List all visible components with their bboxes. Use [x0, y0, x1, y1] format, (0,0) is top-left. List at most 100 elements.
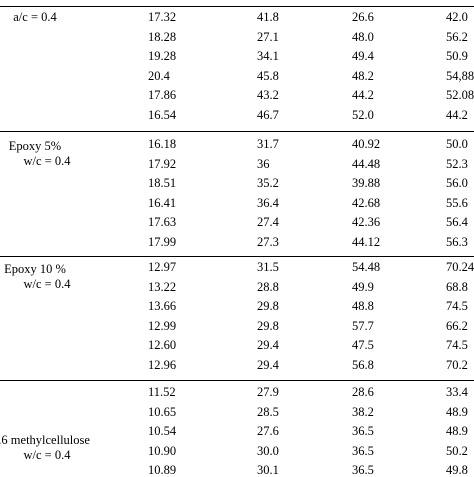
- table-cell: 16.54: [148, 107, 177, 122]
- table-cell: 10.54: [148, 424, 177, 438]
- table-cell: 50.9: [446, 49, 468, 63]
- table-cell: 48.8: [352, 299, 374, 313]
- table-cell: 12.60: [148, 338, 177, 352]
- table-cell: 17.92: [148, 156, 177, 171]
- table-cell: 17.32: [148, 10, 177, 24]
- table-cell: 40.92: [352, 137, 381, 151]
- table-cell: 28.5: [257, 404, 279, 419]
- table-cell: 74.5: [446, 338, 468, 352]
- table-cell: 52.08: [446, 88, 474, 102]
- group-separator-rule: [0, 380, 474, 381]
- table-cell: 12.96: [148, 357, 177, 372]
- table-cell: 34.1: [257, 49, 279, 63]
- table-cell: 29.8: [257, 318, 279, 333]
- table-cell: 27.9: [257, 385, 279, 399]
- table-cell: 74.5: [446, 299, 468, 313]
- table-cell: 56.4: [446, 215, 468, 229]
- table-cell: 27.3: [257, 234, 279, 249]
- table-cell: 11.52: [148, 385, 176, 399]
- group-label-line: a/c = 0.4: [13, 10, 57, 24]
- table-cell: 27.6: [257, 424, 279, 438]
- table-cell: 52.0: [352, 107, 374, 122]
- table-cell: 26.6: [352, 10, 374, 24]
- table-cell: 29.4: [257, 357, 279, 372]
- table-cell: 35.2: [257, 176, 279, 190]
- table-cell: 17.86: [148, 88, 177, 102]
- table-cell: 36.4: [257, 195, 279, 210]
- table-cell: 57.7: [352, 318, 374, 333]
- table-cell: 49.9: [352, 279, 374, 294]
- group-label-line: w/c = 0.4: [23, 154, 71, 168]
- table-cell: 44.2: [446, 107, 468, 122]
- table-cell: 18.51: [148, 176, 177, 190]
- table-cell: 45.8: [257, 68, 279, 83]
- table-cell: 16.18: [148, 137, 177, 151]
- table-cell: 31.5: [257, 260, 279, 274]
- table-cell: 41.8: [257, 10, 279, 24]
- table-cell: 43.2: [257, 88, 279, 102]
- table-cell: 54.48: [352, 260, 381, 274]
- table-cell: 27.4: [257, 215, 279, 229]
- table-cell: 48.9: [446, 424, 468, 438]
- table-cell: 18.28: [148, 29, 177, 44]
- table-cell: 12.97: [148, 260, 177, 274]
- table-cell: 54,88: [446, 68, 474, 83]
- table-cell: 48.0: [352, 29, 374, 44]
- table-cell: 31.7: [257, 137, 279, 151]
- table-cell: 17.99: [148, 234, 177, 249]
- table-top-rule: [0, 6, 474, 7]
- table-cell: 30.0: [257, 443, 279, 458]
- table-cell: 46.7: [257, 107, 279, 122]
- table-cell: 36.5: [352, 443, 374, 458]
- table-cell: 49.4: [352, 49, 374, 63]
- table-cell: 44.2: [352, 88, 374, 102]
- table-cell: 48.2: [352, 68, 374, 83]
- table-cell: 28.8: [257, 279, 279, 294]
- table-cell: 36.5: [352, 463, 374, 477]
- table-cell: 10.90: [148, 443, 177, 458]
- table-cell: 70.2: [446, 357, 468, 372]
- table-cell: 10.65: [148, 404, 177, 419]
- table-cell: 66.2: [446, 318, 468, 333]
- table-cell: 39.88: [352, 176, 381, 190]
- table-cell: 17.63: [148, 215, 177, 229]
- table-cell: 68.8: [446, 279, 468, 294]
- table-cell: 47.5: [352, 338, 374, 352]
- table-cell: 56.3: [446, 234, 468, 249]
- table-cell: 44.48: [352, 156, 381, 171]
- group-label-line: w/c = 0.4: [23, 277, 71, 291]
- table-cell: 56.8: [352, 357, 374, 372]
- table-cell: 42.36: [352, 215, 381, 229]
- table-cell: 49.8: [446, 463, 468, 477]
- table-cell: 33.4: [446, 385, 468, 399]
- table-cell: 50.0: [446, 137, 468, 151]
- table-cell: 16.41: [148, 195, 177, 210]
- table-cell: 38.2: [352, 404, 374, 419]
- table-cell: 13.66: [148, 299, 177, 313]
- table-cell: 55.6: [446, 195, 468, 210]
- table-cell: 56.0: [446, 176, 468, 190]
- table-cell: 70.24: [446, 260, 474, 274]
- table-cell: 10.89: [148, 463, 177, 477]
- table-cell: 29.8: [257, 299, 279, 313]
- table-cell: 19.28: [148, 49, 177, 63]
- table-cell: 29.4: [257, 338, 279, 352]
- table-cell: 42.68: [352, 195, 381, 210]
- group-separator-rule: [0, 256, 474, 257]
- table-cell: 52.3: [446, 156, 468, 171]
- table-cell: 20.4: [148, 68, 170, 83]
- group-label-line: 0.6 methylcellulose: [0, 432, 90, 447]
- table-cell: 44.12: [352, 234, 381, 249]
- table-cell: 36: [257, 156, 270, 171]
- group-label-line: w/c = 0.4: [23, 447, 71, 462]
- group-label-line: Epoxy 5%: [8, 139, 62, 153]
- table-cell: 13.22: [148, 279, 177, 294]
- table-cell: 48.9: [446, 404, 468, 419]
- table-cell: 50.2: [446, 443, 468, 458]
- table-cell: 27.1: [257, 29, 279, 44]
- group-label-line: Epoxy 10 %: [4, 262, 66, 276]
- table-cell: 12.99: [148, 318, 177, 333]
- table-cell: 56.2: [446, 29, 468, 44]
- table-cell: 36.5: [352, 424, 374, 438]
